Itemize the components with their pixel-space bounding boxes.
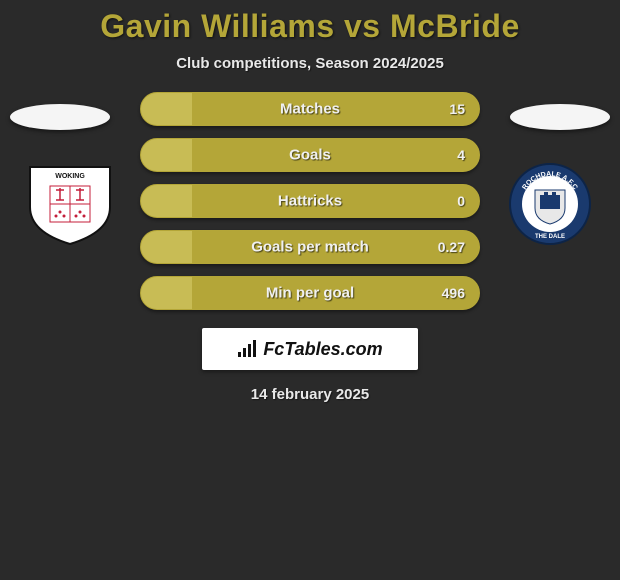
stat-label: Matches (280, 101, 340, 118)
date-text: 14 february 2025 (0, 386, 620, 403)
svg-text:WOKING: WOKING (55, 173, 85, 180)
right-team-badge: ROCHDALE A.F.C THE DALE (500, 162, 600, 246)
stat-row-mpg: Min per goal 496 (140, 276, 480, 310)
footer-logo-text: FcTables.com (237, 339, 382, 360)
stat-row-hattricks: Hattricks 0 (140, 184, 480, 218)
stat-value-right: 4 (457, 147, 465, 163)
stat-value-right: 15 (449, 101, 465, 117)
footer-logo: FcTables.com (202, 328, 418, 370)
stat-value-right: 0 (457, 193, 465, 209)
stat-row-matches: Matches 15 (140, 92, 480, 126)
stat-fill-left (141, 277, 192, 309)
stat-label: Goals (289, 147, 331, 164)
right-team-marker (510, 104, 610, 130)
main-area: WOKING ROCHDALE A.F.C THE DALE (0, 92, 620, 403)
stat-label: Goals per match (251, 239, 369, 256)
left-team-badge: WOKING (20, 162, 120, 246)
woking-badge-icon: WOKING (20, 162, 120, 246)
stat-fill-left (141, 93, 192, 125)
bar-chart-icon (237, 340, 259, 358)
subtitle: Club competitions, Season 2024/2025 (0, 55, 620, 72)
stat-value-right: 496 (442, 285, 465, 301)
stat-fill-left (141, 185, 192, 217)
stat-label: Hattricks (278, 193, 342, 210)
stat-row-goals: Goals 4 (140, 138, 480, 172)
page-title: Gavin Williams vs McBride (0, 0, 620, 45)
stat-value-right: 0.27 (438, 239, 465, 255)
svg-text:THE DALE: THE DALE (535, 234, 565, 240)
left-team-marker (10, 104, 110, 130)
stat-label: Min per goal (266, 285, 354, 302)
stat-fill-left (141, 139, 192, 171)
stat-fill-left (141, 231, 192, 263)
footer-logo-label: FcTables.com (263, 339, 382, 360)
stat-rows: Matches 15 Goals 4 Hattricks 0 Goals per… (140, 92, 480, 310)
rochdale-badge-icon: ROCHDALE A.F.C THE DALE (500, 162, 600, 246)
stat-row-gpm: Goals per match 0.27 (140, 230, 480, 264)
